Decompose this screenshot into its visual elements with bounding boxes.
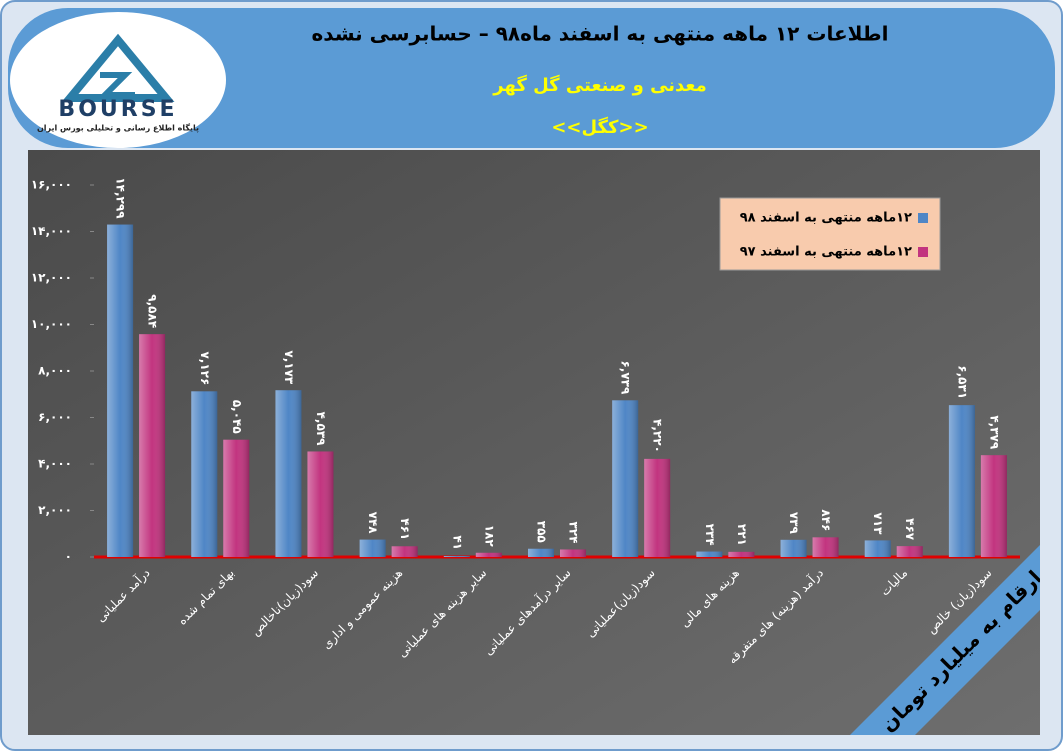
value-label: ۳۲۴	[567, 521, 581, 543]
bar-sheen	[528, 548, 554, 557]
plot: ۰ ۲,۰۰۰ ۴,۰۰۰ ۶,۰۰۰ ۸,۰۰۰ ۱۰,۰۰۰ ۱۲,۰۰۰ ۱۴,۰۰۰ ۱…	[31, 177, 1020, 667]
bar-sheen	[780, 539, 807, 557]
bar-sheen	[307, 451, 334, 557]
ticker: <<کگل>>	[551, 116, 648, 138]
value-label: ۷,۱۷۳	[282, 350, 296, 385]
y-tick-label: ۰	[65, 550, 72, 564]
value-label: ۷۴۸	[366, 512, 380, 535]
bar-sheen	[980, 455, 1007, 557]
header	[8, 8, 1055, 148]
bar-sheen	[896, 546, 923, 557]
value-label: ۴۶۱	[398, 518, 412, 540]
bar-sheen	[948, 405, 975, 557]
bar-sheen	[359, 539, 386, 557]
logo-name: BOURSE	[58, 97, 177, 122]
chart-subtitle: معدنی و صنعتی گل گهر	[492, 74, 706, 96]
bar-sheen	[139, 334, 166, 557]
value-label: ۶,۵۳۱	[955, 365, 969, 399]
bar-sheen	[223, 439, 250, 557]
value-label: ۳۵۵	[535, 521, 549, 543]
bar-sheen	[864, 540, 891, 557]
logo-tagline: پایگاه اطلاع رسانی و تحلیلی بورس ایران	[37, 123, 199, 134]
y-tick-label: ۲,۰۰۰	[38, 503, 72, 517]
value-label: ۵,۰۴۵	[230, 400, 244, 434]
logo: BOURSE پایگاه اطلاع رسانی و تحلیلی بورس …	[10, 12, 226, 148]
bar-sheen	[443, 556, 470, 557]
value-label: ۴۶۷	[903, 518, 917, 541]
y-tick-label: ۴,۰۰۰	[38, 457, 72, 471]
bar-sheen	[475, 552, 502, 557]
y-tick-label: ۱۰,۰۰۰	[31, 317, 72, 331]
y-tick-label: ۱۶,۰۰۰	[31, 178, 72, 192]
bar-sheen	[191, 391, 218, 557]
logo-shape	[97, 72, 135, 98]
value-label: ۷۳۹	[787, 512, 801, 535]
chart-title: اطلاعات ۱۲ ماهه منتهی به اسفند ماه۹۸ – ح…	[311, 22, 888, 46]
bar-sheen	[391, 546, 418, 557]
value-label: ۲۳۴	[703, 524, 717, 546]
value-label: ۹,۵۸۴	[146, 294, 160, 328]
value-label: ۷۱۳	[871, 512, 885, 535]
legend-swatch	[918, 247, 928, 257]
bar-sheen	[107, 224, 134, 557]
legend-label: ۱۲ماهه منتهی به اسفند ۹۷	[740, 245, 912, 260]
legend-swatch	[918, 213, 928, 223]
value-label: ۴,۳۷۹	[987, 415, 1001, 450]
bar-sheen	[728, 551, 755, 557]
banner-stripe	[850, 545, 1040, 735]
value-label: ۶,۷۳۹	[619, 360, 633, 395]
value-label: ۴,۲۲۰	[651, 419, 665, 453]
value-label: ۱۸۲	[482, 525, 496, 548]
value-label: ۴۱	[450, 535, 464, 550]
legend-label: ۱۲ماهه منتهی به اسفند ۹۸	[740, 211, 912, 226]
bar-sheen	[612, 400, 639, 557]
y-tick-label: ۱۲,۰۰۰	[31, 271, 72, 285]
value-label: ۲۲۱	[735, 524, 749, 546]
y-tick-label: ۱۴,۰۰۰	[31, 224, 72, 238]
bar-sheen	[560, 549, 586, 557]
value-label: ۱۴,۲۹۹	[114, 177, 128, 219]
value-label: ۷,۱۲۶	[198, 351, 212, 385]
y-tick-label: ۸,۰۰۰	[38, 364, 72, 378]
bar-sheen	[696, 551, 723, 557]
bar-sheen	[812, 537, 839, 557]
legend-box	[719, 197, 941, 271]
bar-sheen	[275, 390, 302, 557]
y-tick-label: ۶,۰۰۰	[38, 410, 72, 424]
value-label: ۸۴۶	[819, 509, 833, 531]
bar-sheen	[644, 458, 671, 557]
value-label: ۴,۵۳۹	[314, 412, 328, 447]
